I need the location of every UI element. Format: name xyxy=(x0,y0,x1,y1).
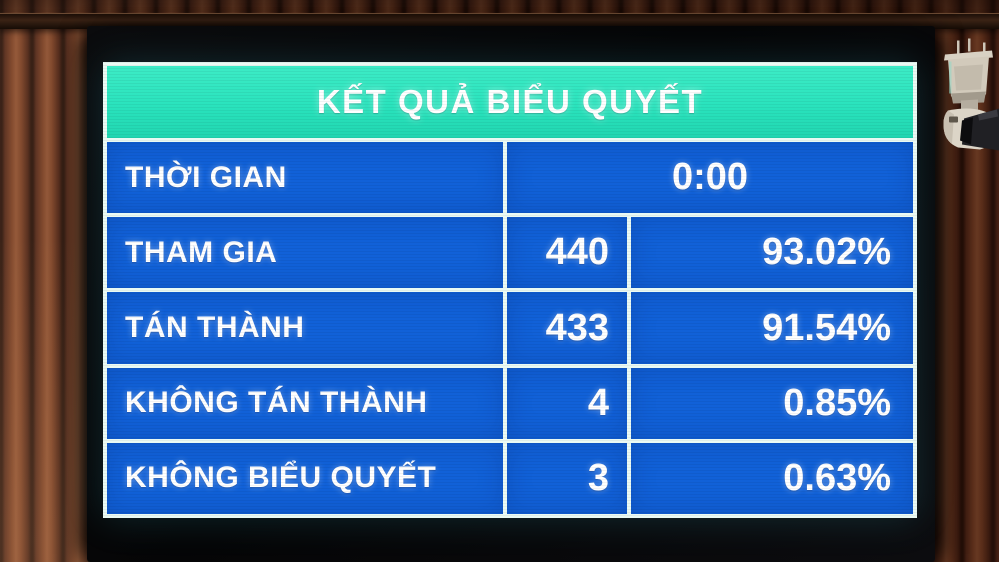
row-count: 3 xyxy=(587,456,609,499)
wall-rail xyxy=(0,13,999,29)
time-value: 0:00 xyxy=(671,156,749,199)
row-label: KHÔNG TÁN THÀNH xyxy=(125,386,428,420)
row-percent: 0.63% xyxy=(783,456,891,499)
row-percent-cell: 91.54% xyxy=(631,292,913,364)
row-percent: 0.85% xyxy=(783,381,891,424)
table-row-tham-gia: THAM GIA 440 93.02% xyxy=(107,217,913,289)
row-label-cell: KHÔNG BIỂU QUYẾT xyxy=(107,442,503,515)
table-row-tan-thanh: TÁN THÀNH 433 91.54% xyxy=(107,292,913,364)
table-row-time: THỜI GIAN 0:00 xyxy=(107,142,913,214)
row-count: 440 xyxy=(545,231,609,274)
security-camera xyxy=(938,30,999,166)
row-label: KHÔNG BIỂU QUYẾT xyxy=(125,461,437,495)
row-percent: 93.02% xyxy=(762,231,891,274)
row-label-cell: THAM GIA xyxy=(107,217,503,289)
row-label-cell: THỜI GIAN xyxy=(107,142,503,214)
board-title: KẾT QUẢ BIỂU QUYẾT xyxy=(316,83,704,120)
table-row-khong-tan-thanh: KHÔNG TÁN THÀNH 4 0.85% xyxy=(107,367,913,439)
led-screen-bezel: KẾT QUẢ BIỂU QUYẾT THỜI GIAN 0:00 THAM G… xyxy=(87,26,935,562)
row-label: TÁN THÀNH xyxy=(125,311,305,344)
row-count: 433 xyxy=(545,306,609,349)
board-title-bar: KẾT QUẢ BIỂU QUYẾT xyxy=(107,66,913,138)
time-value-cell: 0:00 xyxy=(507,142,913,214)
row-percent-cell: 0.85% xyxy=(631,367,913,439)
row-label: THAM GIA xyxy=(125,235,278,269)
row-count-cell: 4 xyxy=(507,367,627,439)
voting-results-board: KẾT QUẢ BIỂU QUYẾT THỜI GIAN 0:00 THAM G… xyxy=(103,62,917,518)
table-row-khong-bieu-quyet: KHÔNG BIỂU QUYẾT 3 0.63% xyxy=(107,442,913,515)
row-percent-cell: 0.63% xyxy=(631,442,913,515)
row-count-cell: 3 xyxy=(507,442,627,515)
row-count-cell: 440 xyxy=(507,217,627,289)
row-percent-cell: 93.02% xyxy=(631,217,913,289)
row-percent: 91.54% xyxy=(762,306,891,349)
row-count-cell: 433 xyxy=(507,292,627,364)
row-count: 4 xyxy=(587,381,609,424)
row-label-cell: TÁN THÀNH xyxy=(107,292,503,364)
row-label-cell: KHÔNG TÁN THÀNH xyxy=(107,367,503,439)
row-label: THỜI GIAN xyxy=(125,160,287,194)
cctv-camera-icon xyxy=(943,38,999,151)
